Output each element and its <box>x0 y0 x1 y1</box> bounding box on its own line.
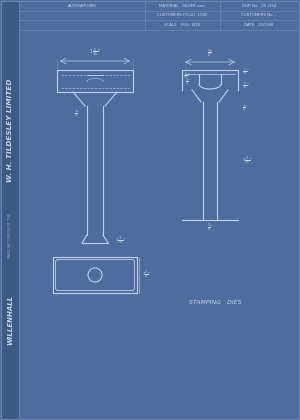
Text: OUR No   25 /154: OUR No 25 /154 <box>242 4 276 8</box>
Text: $\frac{5}{16}$": $\frac{5}{16}$" <box>183 70 191 81</box>
Text: MATERIAL   SILVER mm: MATERIAL SILVER mm <box>159 4 205 8</box>
Text: MANUFACTURERS OF THE: MANUFACTURERS OF THE <box>8 213 12 257</box>
Text: W. H. TILDESLEY LIMITED: W. H. TILDESLEY LIMITED <box>7 78 13 182</box>
Text: ALTERATIONS: ALTERATIONS <box>68 4 96 8</box>
Text: DATE   10/1/80: DATE 10/1/80 <box>244 23 274 27</box>
Text: $\frac{5}{16}$": $\frac{5}{16}$" <box>242 80 250 92</box>
Text: $\frac{5}{16}$": $\frac{5}{16}$" <box>242 66 250 78</box>
Text: SCALE   FULL SIZE: SCALE FULL SIZE <box>164 23 200 27</box>
Text: $\frac{3}{4}$": $\frac{3}{4}$" <box>74 108 80 120</box>
Text: $1\frac{5}{16}$": $1\frac{5}{16}$" <box>89 47 101 58</box>
Bar <box>1 1 19 419</box>
Text: $\frac{3}{4}$": $\frac{3}{4}$" <box>185 76 191 88</box>
Text: STAMPING   DIES: STAMPING DIES <box>189 299 242 304</box>
Text: $1\frac{1}{4}$": $1\frac{1}{4}$" <box>142 269 151 281</box>
Text: WILLENHALL: WILLENHALL <box>7 295 13 345</box>
Text: $1\frac{3}{16}$": $1\frac{3}{16}$" <box>115 235 126 247</box>
Text: CUSTOMERS No  -: CUSTOMERS No - <box>241 13 277 17</box>
Text: $\frac{5}{8}$": $\frac{5}{8}$" <box>207 47 213 59</box>
Text: $\frac{3}{8}$": $\frac{3}{8}$" <box>242 102 248 114</box>
Text: CUSTOMERS FOLIO  1080: CUSTOMERS FOLIO 1080 <box>157 13 207 17</box>
Text: $\frac{5}{8}$": $\frac{5}{8}$" <box>207 222 213 234</box>
Text: $3\frac{3}{16}$": $3\frac{3}{16}$" <box>242 155 253 167</box>
